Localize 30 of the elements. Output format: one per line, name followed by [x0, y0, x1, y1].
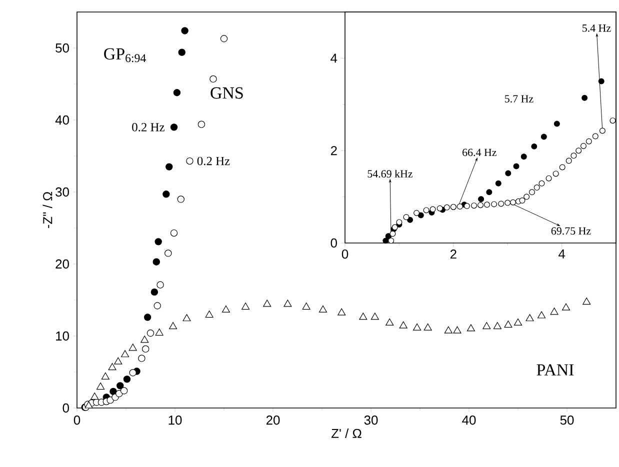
- y-tick-label: 40: [55, 115, 69, 125]
- x-tick-label: 40: [462, 416, 476, 425]
- y-axis-title: -Z" / Ω: [42, 192, 52, 228]
- y-tick-label: 50: [56, 43, 69, 53]
- x-tick-label: 0: [342, 250, 348, 259]
- y-tick-label: 10: [56, 331, 69, 341]
- y-tick-label: 4: [330, 54, 338, 63]
- x-tick-label: 30: [364, 416, 378, 425]
- annotation: 5.4 Hz: [582, 24, 611, 32]
- annotation: 69.75 Hz: [551, 227, 591, 235]
- x-tick-label: 50: [560, 416, 574, 425]
- series-label: GP$_{6:94}$: [104, 48, 146, 62]
- x-tick-label: 2: [450, 250, 456, 259]
- y-tick-label: 0: [62, 403, 69, 413]
- annotation: 5.7 Hz: [505, 95, 534, 103]
- x-tick-label: 0: [74, 416, 80, 425]
- series-label: GNS: [210, 87, 243, 99]
- annotation: 0.2 Hz: [197, 156, 230, 166]
- x-axis-title: Z' / Ω: [331, 428, 362, 438]
- x-tick-label: 4: [558, 250, 566, 258]
- x-tick-label: 10: [168, 416, 182, 425]
- annotation: 54.69 kHz: [368, 170, 413, 178]
- text: PANI: [536, 364, 574, 376]
- y-tick-label: 30: [56, 187, 69, 197]
- x-tick-label: 20: [266, 416, 280, 425]
- annotation: 66.4 Hz: [462, 148, 496, 156]
- y-tick-label: 2: [330, 146, 337, 156]
- y-tick-label: 20: [56, 259, 69, 269]
- annotation: 0.2 Hz: [132, 122, 164, 132]
- y-tick-label: 0: [330, 238, 337, 248]
